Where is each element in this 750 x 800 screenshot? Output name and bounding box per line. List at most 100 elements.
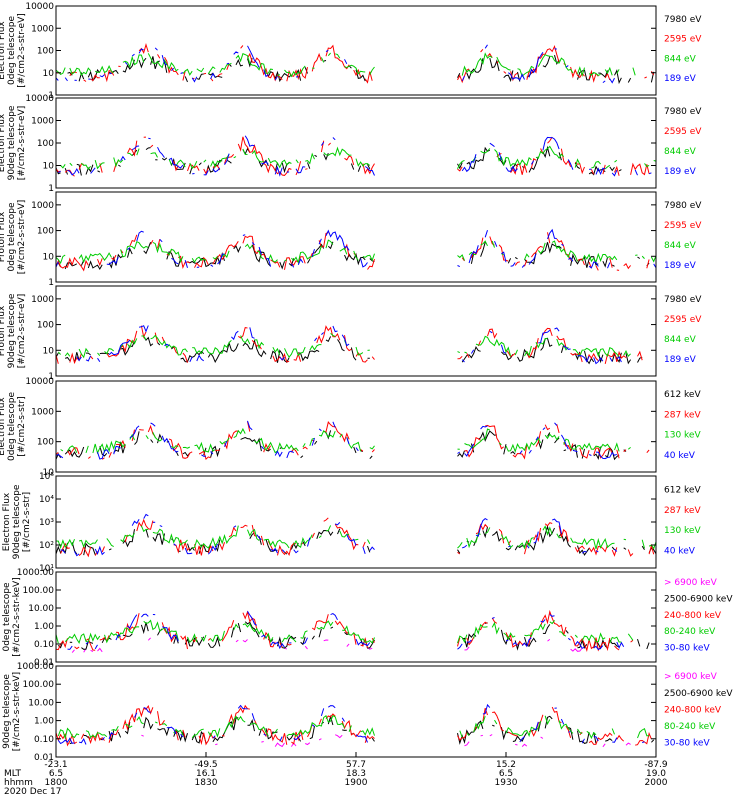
series-1-2 <box>56 42 655 84</box>
series-6-2 <box>60 517 655 558</box>
legend-entry: 30-80 keV <box>664 644 710 654</box>
x-tick-label: 18.3 <box>346 769 366 779</box>
y-tick-label: 10.00 <box>28 698 54 708</box>
series-7-5 <box>68 611 657 649</box>
panel-frame <box>55 571 657 663</box>
legend-entry: 844 eV <box>664 335 697 345</box>
plot-date: 2020 Dec 17 <box>4 787 62 797</box>
y-axis-label-line: 0deg telescope <box>7 16 17 86</box>
x-tick-label: 16.1 <box>196 769 216 779</box>
series-5-1 <box>56 430 645 459</box>
series-2-2 <box>56 137 654 176</box>
legend-entry: 7980 eV <box>664 107 702 117</box>
series-3-4 <box>55 228 657 269</box>
y-tick-label: 1 <box>48 91 54 101</box>
legend-entry: 7980 eV <box>664 295 702 305</box>
series-8-1 <box>141 735 635 747</box>
y-axis-label-line: 0deg telescope <box>7 202 17 272</box>
y-axis-label-line: Proton Flux <box>0 211 7 262</box>
y-tick-label: 0.10 <box>34 640 54 650</box>
y-tick-label: 1000 <box>31 24 54 34</box>
y-axis-label-line: MEPED <box>0 506 2 538</box>
y-tick-label: 100 <box>37 438 54 448</box>
y-tick-label: 100 <box>37 47 54 57</box>
series-1-3 <box>56 53 651 76</box>
y-tick-label: 1000 <box>31 201 54 211</box>
y-axis-label-line: 90deg telescope <box>7 293 17 368</box>
series-4-1 <box>55 336 643 365</box>
y-axis-label: Electron Flux0deg telescope[#/cm2-s-str] <box>0 392 27 462</box>
y-axis-label: 0deg telescope[#/cm2-s-str-keV] <box>2 577 22 656</box>
x-tick-label: 6.5 <box>49 769 63 779</box>
panel-5: 10 100 1000 10000 Electron Flux0deg telescop… <box>0 377 701 478</box>
legend-entry: 189 eV <box>664 261 697 271</box>
series-4-3 <box>58 333 656 357</box>
y-axis-label-line: 90deg telescope <box>7 105 17 180</box>
panel-frame <box>55 665 657 758</box>
y-tick-label: 10000 <box>25 94 54 104</box>
y-tick-label: 100 <box>37 321 54 331</box>
x-tick-label: 1900 <box>345 778 368 788</box>
series-5-2 <box>56 422 656 460</box>
y-axis-label-line: [#/cm2-s-str-eV] <box>17 13 27 88</box>
legend-entry: 189 eV <box>664 355 697 365</box>
y-tick-label: 1000 <box>31 295 54 305</box>
series-4-2 <box>56 326 651 364</box>
series-6-1 <box>55 524 657 556</box>
y-tick-label: 10³ <box>39 518 54 528</box>
series-8-3 <box>55 704 652 747</box>
legend-entry: 240-800 keV <box>664 611 722 621</box>
legend-entry: 130 keV <box>664 431 701 441</box>
panel-6: 10¹ 10² 10³ 10⁴ 10⁵ MEPEDElectron Flux90deg t… <box>0 472 701 574</box>
legend-entry: 240-800 keV <box>664 705 722 715</box>
series-1-1 <box>67 54 655 85</box>
y-axis-label-line: [#/cm2-s-str] <box>22 492 32 552</box>
legend-entry: > 6900 keV <box>664 578 718 588</box>
y-axis-label: Electron Flux90deg telescope[#/cm2-s-str… <box>0 105 27 180</box>
y-tick-label: 100.00 <box>23 680 55 690</box>
y-axis-label-line: 90deg telescope <box>2 674 12 749</box>
y-tick-label: 10² <box>39 541 54 551</box>
legend-entry: 2500-6900 keV <box>664 689 733 699</box>
y-tick-label: 10⁵ <box>39 472 54 482</box>
legend-entry: 7980 eV <box>664 15 702 25</box>
y-axis-label: 90deg telescope[#/cm2-s-str-keV] <box>2 672 22 751</box>
y-tick-label: 10000 <box>25 2 54 12</box>
y-axis-label-line: [#/cm2-s-str-keV] <box>12 577 22 656</box>
legend-entry: 2595 eV <box>664 315 702 325</box>
legend-entry: 2595 eV <box>664 127 702 137</box>
x-tick-label: 1830 <box>195 778 218 788</box>
y-tick-label: 10⁴ <box>39 495 54 505</box>
legend-entry: 40 keV <box>664 547 696 557</box>
x-tick-label: 1930 <box>495 778 518 788</box>
legend-entry: 40 keV <box>664 451 696 461</box>
legend-entry: 844 eV <box>664 241 697 251</box>
legend-entry: 2595 eV <box>664 221 702 231</box>
y-tick-label: 0.01 <box>34 658 54 668</box>
x-tick-label: 6.5 <box>499 769 513 779</box>
y-axis-label-line: [#/cm2-s-str-eV] <box>17 200 27 275</box>
y-tick-label: 10 <box>43 468 55 478</box>
y-axis-label-line: Proton Flux <box>0 305 7 356</box>
y-axis-label: Electron Flux0deg telescope[#/cm2-s-str-… <box>0 13 27 88</box>
y-axis-label-line: Electron Flux <box>0 397 7 456</box>
y-axis-label: MEPEDElectron Flux90deg telescope[#/cm2-… <box>0 484 32 559</box>
y-tick-label: 1000.00 <box>17 662 54 672</box>
panel-frame <box>55 475 657 569</box>
y-tick-label: 0.10 <box>34 735 54 745</box>
series-2-3 <box>60 145 657 170</box>
y-tick-label: 10 <box>43 69 55 79</box>
panel-frame <box>55 285 657 377</box>
y-tick-label: 100.00 <box>23 586 55 596</box>
legend-entry: 189 eV <box>664 74 697 84</box>
x-tick-label: 57.7 <box>346 760 366 770</box>
y-tick-label: 10.00 <box>28 604 54 614</box>
legend-entry: 2595 eV <box>664 35 702 45</box>
x-row-label: hhmm <box>4 778 33 788</box>
legend-entry: 612 keV <box>664 390 701 400</box>
